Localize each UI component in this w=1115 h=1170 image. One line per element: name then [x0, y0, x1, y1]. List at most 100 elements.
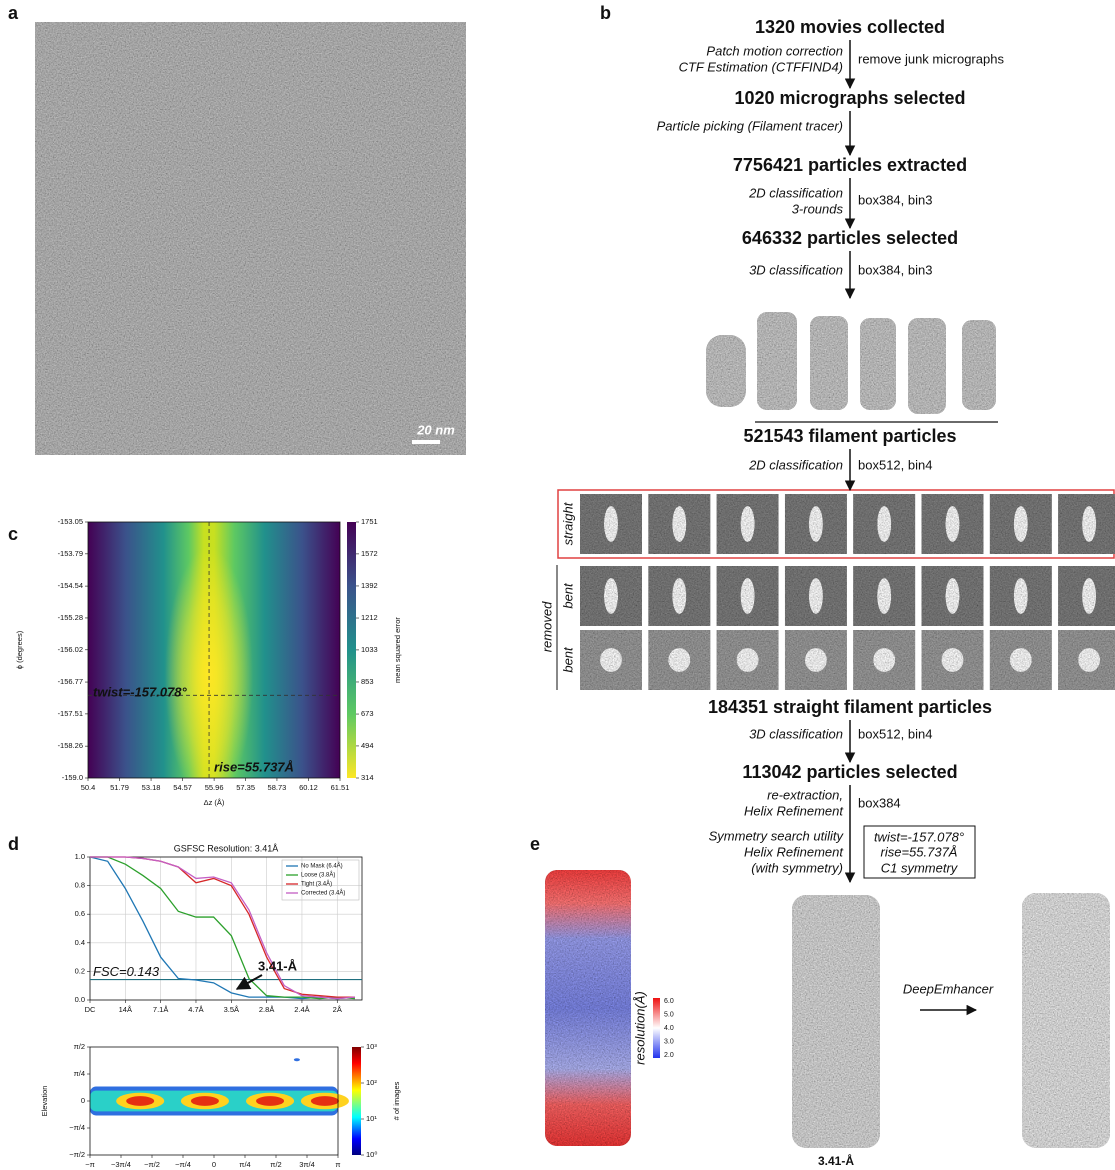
scale-bar-label: 20 nm	[416, 422, 455, 437]
x-tick-label: 0	[212, 1160, 216, 1169]
colorbar-tick-label: 3.0	[664, 1038, 674, 1045]
colorbar	[352, 1047, 361, 1155]
panel-label: c	[8, 524, 18, 544]
symmetry-parameter: rise=55.737Å	[881, 844, 958, 859]
class-density	[809, 578, 823, 614]
x-tick-label: −π/2	[144, 1160, 160, 1169]
y-tick-label: -159.0	[62, 773, 83, 782]
step-title: 113042 particles selected	[742, 762, 957, 782]
x-tick-label: 61.51	[331, 783, 350, 792]
class-density	[877, 506, 891, 542]
y-tick-label: 1.0	[75, 852, 85, 861]
y-tick-label: -153.05	[58, 517, 83, 526]
x-tick-label: 55.96	[205, 783, 224, 792]
heatmap-image	[88, 522, 340, 778]
step-method: 2D classification	[748, 185, 843, 200]
step-parameter: box512, bin4	[858, 726, 932, 741]
legend-label: No Mask (6.4Å)	[301, 863, 343, 870]
class-density	[741, 578, 755, 614]
y-tick-label: −π/4	[69, 1123, 85, 1132]
colorbar-tick-label: 494	[361, 741, 374, 750]
class-density	[672, 506, 686, 542]
panel-label: b	[600, 3, 611, 23]
class-density	[1010, 648, 1032, 672]
class-density	[1078, 648, 1100, 672]
x-tick-label: 54.57	[173, 783, 192, 792]
class-maps	[706, 312, 996, 414]
y-tick-label: 0	[81, 1096, 85, 1105]
x-tick-label: 60.12	[299, 783, 318, 792]
threshold-label: FSC=0.143	[93, 964, 160, 979]
x-tick-label: π/4	[239, 1160, 250, 1169]
colorbar	[347, 522, 356, 778]
step-method: re-extraction,	[767, 787, 843, 802]
step-title: 646332 particles selected	[742, 228, 958, 248]
density-outlier	[294, 1058, 300, 1061]
colorbar-tick-label: 673	[361, 709, 374, 718]
class-density	[946, 506, 960, 542]
x-tick-label: 4.7Å	[188, 1005, 203, 1014]
legend-label: Corrected (3.4Å)	[301, 890, 345, 897]
class-density	[805, 648, 827, 672]
class-density	[737, 648, 759, 672]
x-tick-label: π/2	[270, 1160, 281, 1169]
symmetry-parameter: twist=-157.078°	[874, 829, 964, 844]
x-tick-label: 3π/4	[299, 1160, 315, 1169]
step-title: 521543 filament particles	[743, 426, 956, 446]
step-parameter: remove junk micrographs	[858, 51, 1004, 66]
legend-label: Tight (3.4Å)	[301, 881, 332, 888]
x-tick-label: −π/4	[175, 1160, 191, 1169]
class-density	[873, 648, 895, 672]
x-tick-label: 57.35	[236, 783, 255, 792]
colorbar-tick-label: 853	[361, 677, 374, 686]
map-volume	[706, 335, 746, 407]
x-tick-label: 53.18	[142, 783, 161, 792]
x-tick-label: 2.4Å	[294, 1005, 309, 1014]
removed-label: removed	[539, 601, 554, 652]
class-density	[600, 648, 622, 672]
class-density	[668, 648, 690, 672]
scale-bar	[412, 440, 440, 444]
resolution-label: 3.41-Å	[818, 1153, 854, 1168]
colorbar-label: resolution(Å)	[632, 991, 647, 1065]
x-tick-label: −3π/4	[111, 1160, 131, 1169]
class-density	[672, 578, 686, 614]
y-axis-label: Elevation	[40, 1086, 49, 1117]
step-method: Symmetry search utility	[709, 828, 845, 843]
y-tick-label: π/4	[74, 1069, 85, 1078]
colorbar-tick-label: 1212	[361, 613, 378, 622]
y-tick-label: −π/2	[69, 1150, 85, 1159]
y-tick-label: -155.28	[58, 613, 83, 622]
y-tick-label: -156.77	[58, 677, 83, 686]
class-density	[1014, 578, 1028, 614]
panel-label: e	[530, 834, 540, 854]
class-density	[741, 506, 755, 542]
y-tick-label: -158.26	[58, 741, 83, 750]
class-density	[942, 648, 964, 672]
class-density	[1082, 578, 1096, 614]
colorbar-tick-label: 1751	[361, 517, 378, 526]
step-parameter: box512, bin4	[858, 457, 932, 472]
x-axis-label: Δz (Å)	[204, 798, 225, 807]
x-tick-label: 3.5Å	[224, 1005, 239, 1014]
x-tick-label: 50.4	[81, 783, 96, 792]
step-title: 7756421 particles extracted	[733, 155, 967, 175]
annotation: 3.41-Å	[258, 958, 298, 973]
colorbar-tick-label: 4.0	[664, 1025, 674, 1032]
map-volume	[757, 312, 797, 410]
annotation: rise=55.737Å	[214, 759, 294, 774]
step-method: 2D classification	[748, 457, 843, 472]
arrow-label: DeepEmhancer	[903, 981, 994, 996]
y-tick-label: -154.54	[58, 581, 83, 590]
x-tick-label: DC	[85, 1005, 96, 1014]
class-density	[604, 578, 618, 614]
colorbar-tick-label: 2.0	[664, 1052, 674, 1059]
colorbar-tick-label: 10⁰	[366, 1150, 377, 1159]
colorbar-tick-label: 1392	[361, 581, 378, 590]
step-title: 1320 movies collected	[755, 17, 945, 37]
x-tick-label: 2Å	[333, 1005, 342, 1014]
y-tick-label: -157.51	[58, 709, 83, 718]
y-tick-label: 0.0	[75, 995, 85, 1004]
map-volume	[860, 318, 896, 410]
step-method: Helix Refinement	[744, 803, 844, 818]
